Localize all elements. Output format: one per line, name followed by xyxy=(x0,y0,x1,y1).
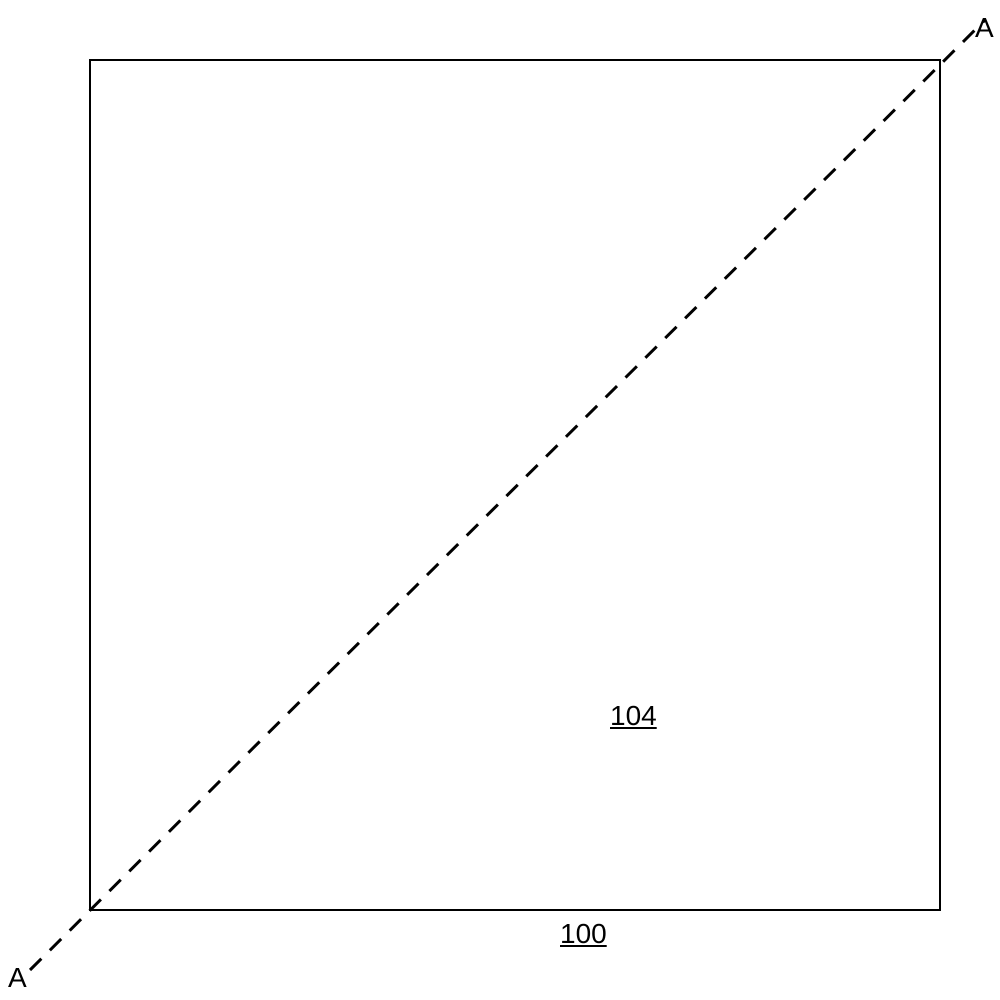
diagram-svg xyxy=(0,0,1000,995)
diagram-container: A A 104 100 xyxy=(0,0,1000,995)
diagonal-section-line xyxy=(30,20,985,970)
label-A-top: A xyxy=(975,12,994,44)
label-100: 100 xyxy=(560,918,607,950)
label-A-bottom: A xyxy=(8,962,27,994)
label-104: 104 xyxy=(610,700,657,732)
